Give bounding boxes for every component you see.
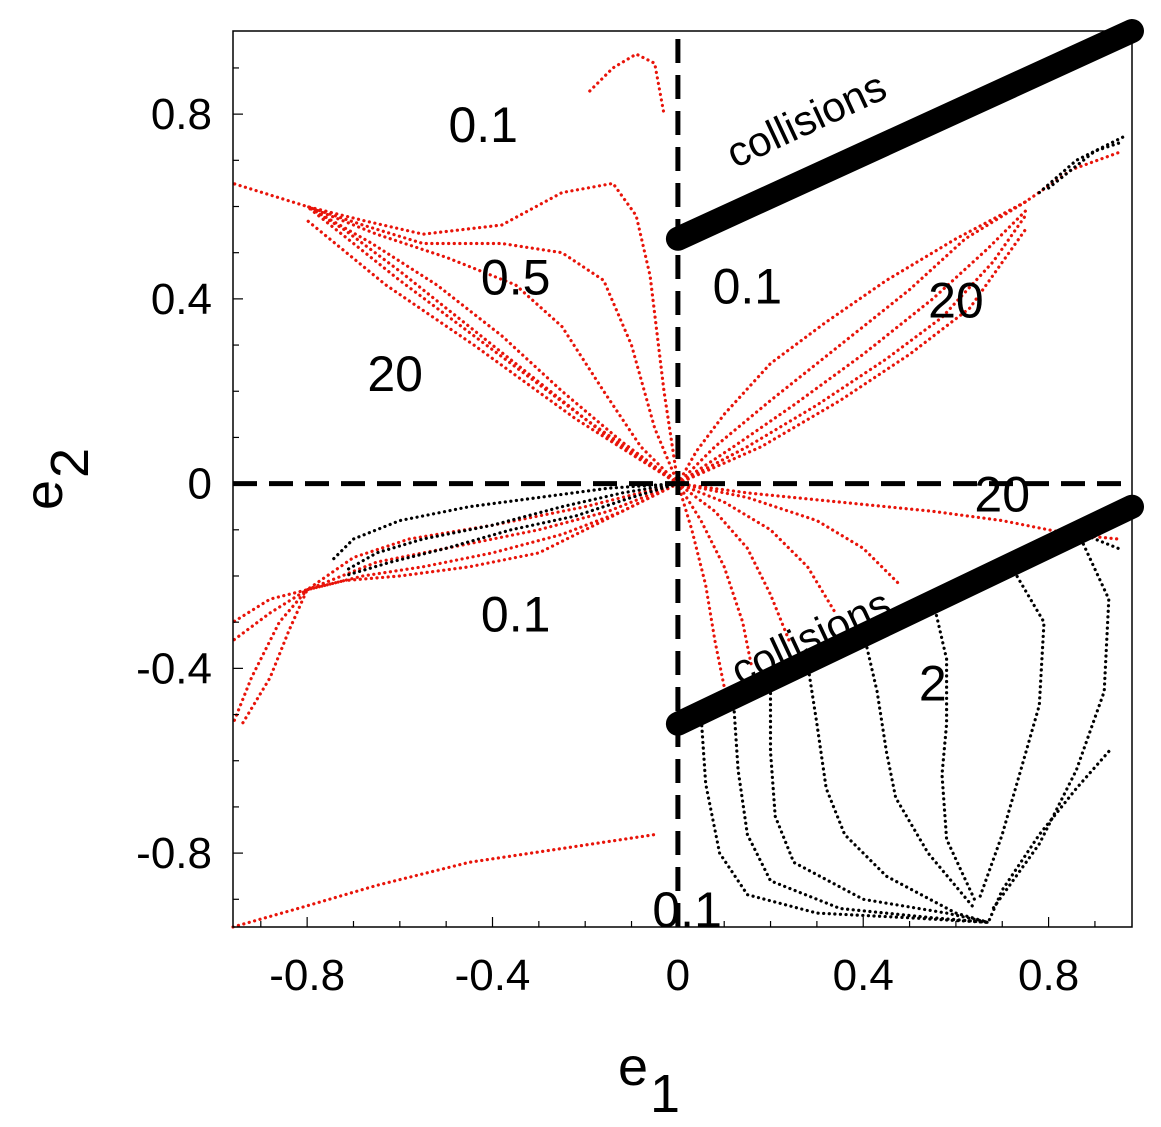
annotation-label: 0.1 xyxy=(448,97,518,153)
annotation-label: 20 xyxy=(367,346,423,402)
series-q1-red-6 xyxy=(305,204,680,486)
series-q4-black-9 xyxy=(986,749,1111,925)
annotation-label: 0.1 xyxy=(713,258,783,314)
x-axis-title: e xyxy=(618,1037,648,1097)
series-q1-red-1 xyxy=(231,181,680,486)
collision-layer xyxy=(665,19,1144,736)
y-axis-title-subscript: 2 xyxy=(40,448,100,478)
series-q4-black-8 xyxy=(991,537,1111,911)
plot-frame xyxy=(232,30,1133,928)
series-q2-black-2 xyxy=(1046,140,1125,190)
series-q3-red-1 xyxy=(231,482,680,624)
series-q3-red-band xyxy=(231,832,657,929)
series-q3-black-3 xyxy=(342,482,680,578)
series-q1-red-7 xyxy=(305,218,680,486)
y-tick-label: 0.4 xyxy=(151,275,212,324)
annotation-label: 20 xyxy=(928,272,984,328)
series-q2-red-2 xyxy=(676,200,1028,486)
y-tick-label: -0.4 xyxy=(136,644,212,693)
series-q2-red-5 xyxy=(676,228,1028,486)
y-tick-label: 0.8 xyxy=(151,90,212,139)
series-q1-red-5 xyxy=(305,204,680,486)
series-q2-black-1 xyxy=(1037,135,1125,195)
y-tick-label: -0.8 xyxy=(136,829,212,878)
tick-layer: -0.8 -0.4 0 0.4 0.8 0.8 0.4 0 -0.4 -0.8 xyxy=(136,67,1096,1000)
series-q4-black-6 xyxy=(931,597,977,901)
x-tick-label: -0.4 xyxy=(455,951,531,1000)
annotation-label: 0.5 xyxy=(481,249,551,305)
series-q4-red-4 xyxy=(676,482,791,643)
y-axis-title-group: e 2 xyxy=(14,448,100,510)
x-tick-label: 0.4 xyxy=(833,951,894,1000)
x-tick-label: 0 xyxy=(666,951,690,1000)
series-q1-red-4 xyxy=(305,204,680,486)
series-q4-black-5 xyxy=(861,629,977,911)
series-q3-red-2 xyxy=(231,482,680,643)
series-q4-black-3 xyxy=(768,680,990,925)
series-q4-black-2 xyxy=(731,699,990,925)
y-tick-label: 0 xyxy=(188,460,212,509)
series-q4-red-2 xyxy=(676,482,902,587)
series-q4-black-4 xyxy=(805,662,990,925)
series-layer xyxy=(231,52,1125,929)
annotation-label: 0.1 xyxy=(481,586,551,642)
x-tick-label: -0.8 xyxy=(269,951,345,1000)
collision-band-lower xyxy=(665,494,1144,736)
series-q2-red-3 xyxy=(676,209,1028,486)
annotation-label: 2 xyxy=(919,656,947,712)
series-q4-black-1 xyxy=(699,712,990,925)
series-q3-black-2 xyxy=(342,482,680,574)
x-axis-title-subscript: 1 xyxy=(650,1064,680,1124)
series-q4-red-5 xyxy=(676,482,754,671)
series-q1-red-top xyxy=(588,52,666,116)
series-q2-red-4 xyxy=(676,214,1028,486)
series-q3-red-3 xyxy=(231,482,680,726)
collision-band-upper xyxy=(665,19,1144,251)
x-tick-label: 0.8 xyxy=(1018,951,1079,1000)
refline-layer xyxy=(233,31,1132,927)
series-q4-red-6 xyxy=(676,482,726,689)
series-q3-black-1 xyxy=(328,482,680,564)
series-q1-red-2 xyxy=(305,204,680,486)
y-axis-title: e xyxy=(14,480,74,510)
annotation-label: 0.1 xyxy=(652,882,722,938)
series-q4-red-3 xyxy=(676,482,838,615)
annotation-label: 20 xyxy=(974,466,1030,522)
